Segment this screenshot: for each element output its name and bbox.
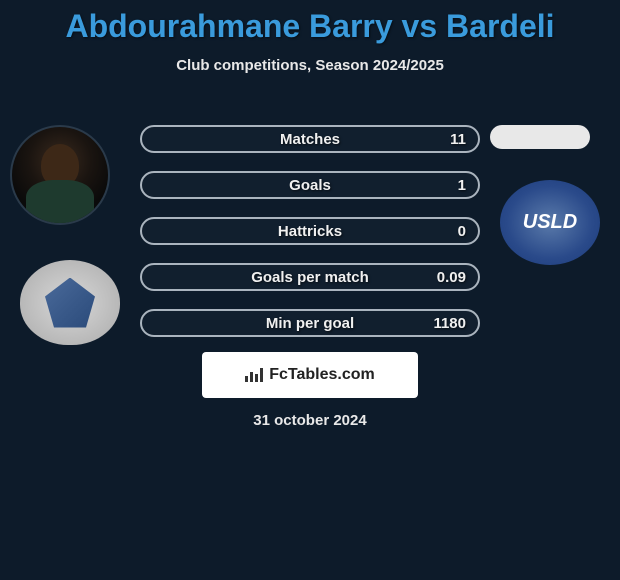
stat-row-goals-per-match: Goals per match 0.09 xyxy=(140,263,480,291)
stat-label: Min per goal xyxy=(142,315,478,332)
stat-row-min-per-goal: Min per goal 1180 xyxy=(140,309,480,337)
stat-label: Matches xyxy=(142,131,478,148)
brand-link[interactable]: FcTables.com xyxy=(202,352,418,398)
player-left-photo xyxy=(10,125,110,225)
stat-label: Goals xyxy=(142,177,478,194)
stat-row-hattricks: Hattricks 0 xyxy=(140,217,480,245)
stat-value-right: 1 xyxy=(458,177,466,194)
date-label: 31 october 2024 xyxy=(0,412,620,429)
stat-label: Hattricks xyxy=(142,223,478,240)
brand-text: FcTables.com xyxy=(269,366,375,384)
team-logo-right: USLD xyxy=(500,180,600,265)
subtitle: Club competitions, Season 2024/2025 xyxy=(0,57,620,74)
stat-row-goals: Goals 1 xyxy=(140,171,480,199)
stat-value-right: 1180 xyxy=(433,315,466,332)
player-right-placeholder xyxy=(490,125,590,149)
team-logo-left xyxy=(20,260,120,345)
stat-value-right: 11 xyxy=(450,131,466,148)
bar-chart-icon xyxy=(245,368,263,382)
stat-value-right: 0 xyxy=(458,223,466,240)
stat-row-matches: Matches 11 xyxy=(140,125,480,153)
stats-container: Matches 11 Goals 1 Hattricks 0 Goals per… xyxy=(140,125,480,355)
stat-value-right: 0.09 xyxy=(437,269,466,286)
stat-label: Goals per match xyxy=(142,269,478,286)
page-title: Abdourahmane Barry vs Bardeli xyxy=(0,0,620,45)
